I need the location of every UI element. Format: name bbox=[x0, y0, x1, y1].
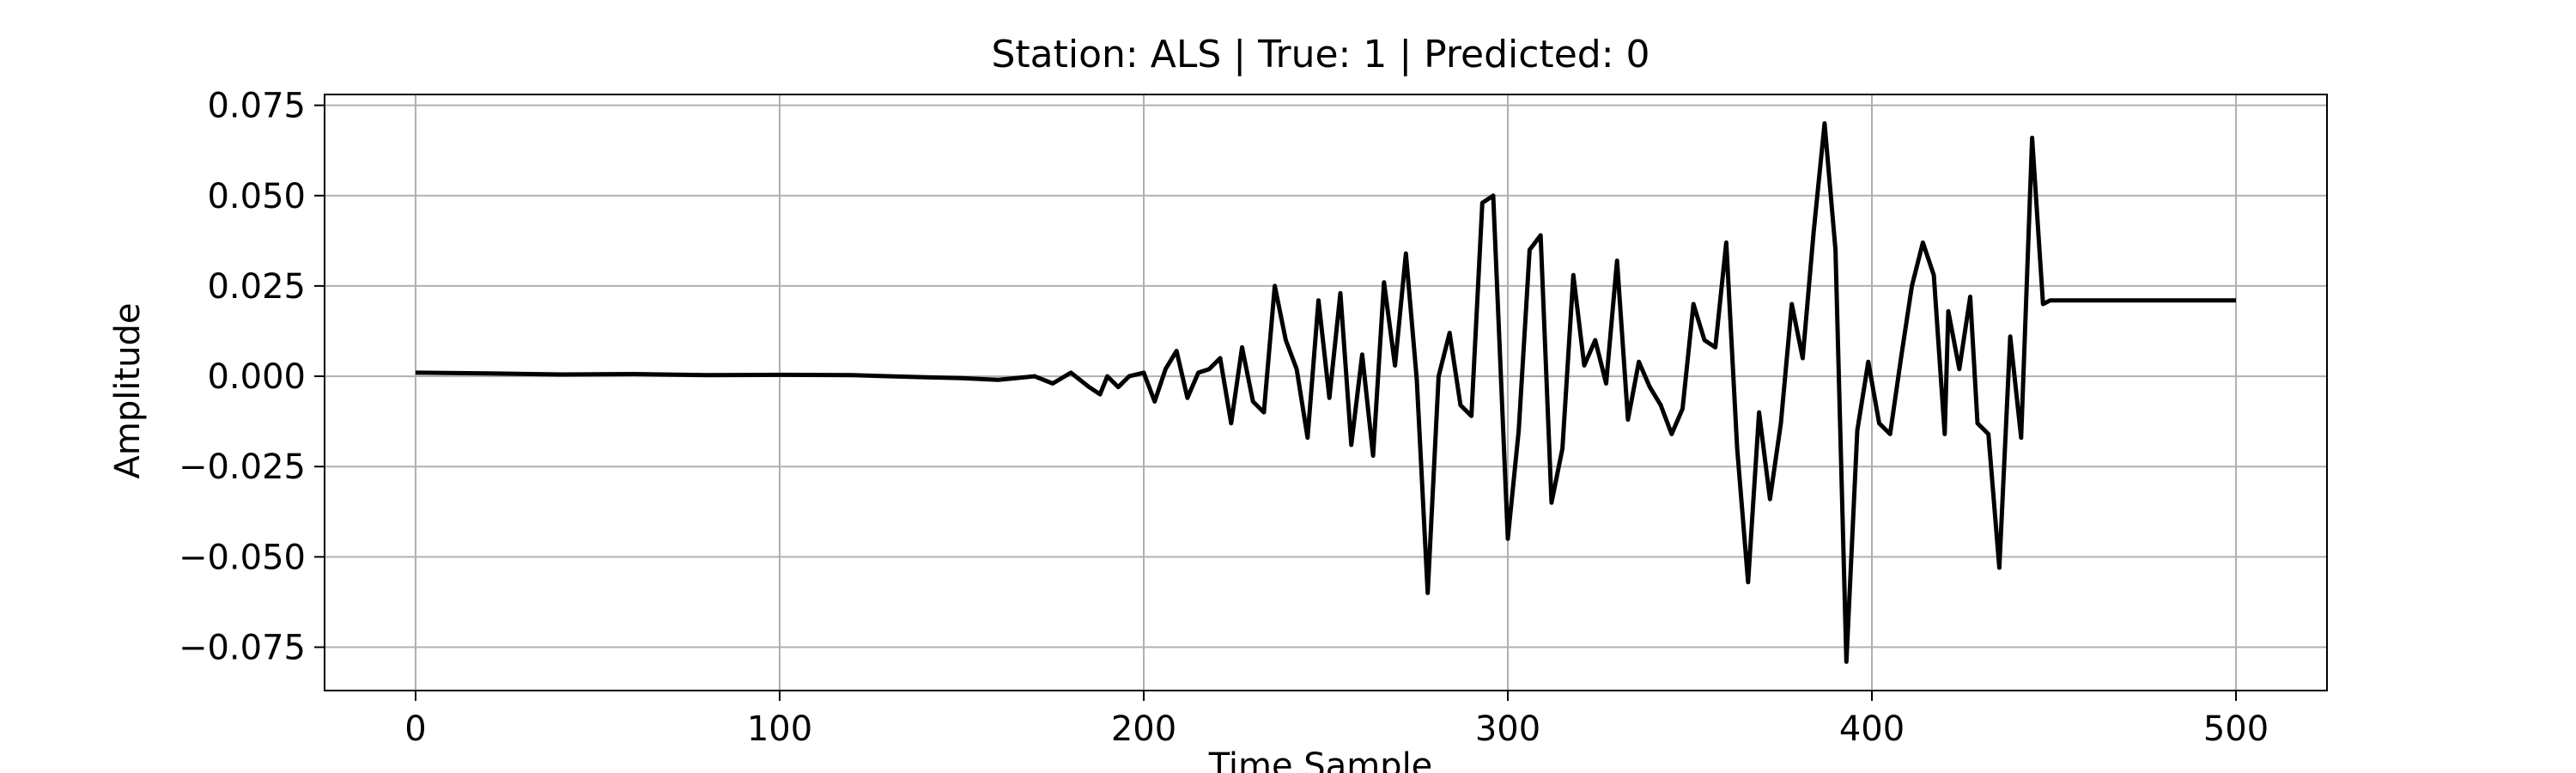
grid-layer bbox=[325, 94, 2327, 691]
y-tick-label: −0.050 bbox=[179, 538, 306, 577]
series-layer bbox=[415, 121, 2236, 664]
chart-title: Station: ALS | True: 1 | Predicted: 0 bbox=[992, 33, 1650, 76]
waveform-line bbox=[415, 121, 2236, 664]
y-tick-label: 0.000 bbox=[207, 357, 306, 397]
y-tick-label: 0.025 bbox=[207, 267, 306, 307]
y-tick-label: 0.075 bbox=[207, 87, 306, 126]
x-tick-label: 100 bbox=[747, 709, 812, 749]
x-tick-label: 200 bbox=[1111, 709, 1176, 749]
x-tick-label: 300 bbox=[1475, 709, 1540, 749]
y-tick-label: 0.050 bbox=[207, 177, 306, 216]
x-tick-label: 0 bbox=[404, 709, 426, 749]
plot-frame bbox=[324, 94, 2328, 691]
y-tick-label: −0.075 bbox=[179, 629, 306, 668]
y-tick-label: −0.025 bbox=[179, 447, 306, 487]
x-tick-label: 500 bbox=[2203, 709, 2269, 749]
y-axis-label: Amplitude bbox=[108, 303, 148, 479]
x-tick-label: 400 bbox=[1839, 709, 1905, 749]
tick-layer: 0 100 200 300 400 500 0.075 0.050 0.025 0.000 −0.0… bbox=[179, 87, 2269, 749]
x-axis-label: Time Sample bbox=[1208, 746, 1433, 773]
